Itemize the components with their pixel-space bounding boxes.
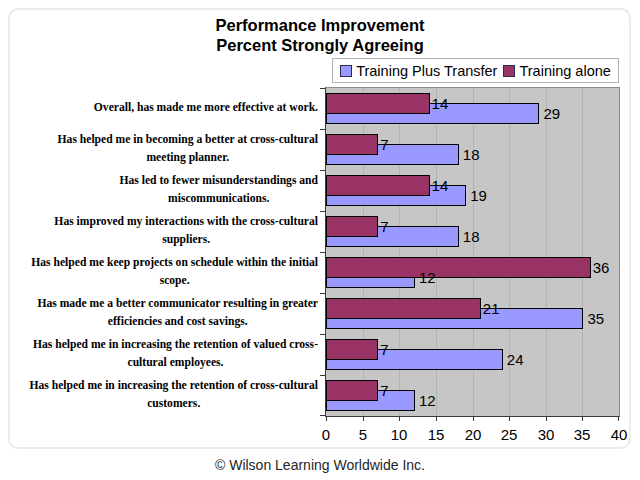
bar-training-alone bbox=[326, 134, 378, 155]
x-axis-tick bbox=[473, 417, 474, 421]
x-axis-tick bbox=[436, 417, 437, 421]
copyright-footer: © Wilson Learning Worldwide Inc. bbox=[0, 457, 640, 473]
x-axis-tick-label: 15 bbox=[418, 426, 454, 443]
category-axis-tick bbox=[320, 334, 325, 335]
bar-training-alone bbox=[326, 339, 378, 360]
category-label-text: Has helped me in increasing the retentio… bbox=[29, 377, 318, 413]
legend-label: Training alone bbox=[519, 63, 610, 79]
category-axis-tick bbox=[320, 293, 325, 294]
x-axis-tick-label: 35 bbox=[564, 426, 600, 443]
category-label: Overall, has made me more effective at w… bbox=[6, 87, 318, 128]
x-axis-tick-label: 20 bbox=[455, 426, 491, 443]
bar-value-label: 24 bbox=[507, 349, 524, 370]
x-axis-tick bbox=[509, 417, 510, 421]
x-axis-tick bbox=[618, 417, 619, 421]
bar-value-label: 12 bbox=[419, 267, 436, 288]
category-axis-labels: Overall, has made me more effective at w… bbox=[6, 87, 318, 415]
category-label: Has helped me keep projects on schedule … bbox=[6, 251, 318, 292]
gridline bbox=[582, 88, 583, 416]
bar-value-label: 36 bbox=[593, 257, 610, 278]
category-axis-tick bbox=[320, 211, 325, 212]
x-axis-tick-label: 25 bbox=[491, 426, 527, 443]
bar-value-label: 14 bbox=[432, 93, 449, 114]
category-label-text: Has made me a better communicator result… bbox=[37, 295, 318, 331]
chart-title: Performance Improvement bbox=[0, 16, 640, 36]
x-axis-tick-label: 10 bbox=[381, 426, 417, 443]
legend-item-training-alone: Training alone bbox=[503, 63, 610, 79]
chart-subtitle: Percent Strongly Agreeing bbox=[0, 36, 640, 56]
category-axis-tick bbox=[320, 88, 325, 89]
legend-item-training-plus-transfer: Training Plus Transfer bbox=[340, 63, 497, 79]
legend-swatch-training-plus-transfer bbox=[340, 65, 352, 77]
category-axis-tick bbox=[320, 252, 325, 253]
bar-value-label: 21 bbox=[483, 298, 500, 319]
bar-value-label: 14 bbox=[432, 175, 449, 196]
x-axis-tick bbox=[582, 417, 583, 421]
bar-training-alone bbox=[326, 257, 591, 278]
category-axis-tick bbox=[320, 415, 325, 416]
category-label-text: Has helped me keep projects on schedule … bbox=[31, 254, 318, 290]
bar-value-label: 7 bbox=[380, 134, 388, 155]
bar-value-label: 7 bbox=[380, 339, 388, 360]
category-axis-tick bbox=[320, 375, 325, 376]
category-label: Has led to fewer misunderstandings and m… bbox=[6, 169, 318, 210]
category-label-text: Has helped me in increasing the retentio… bbox=[33, 336, 318, 372]
x-axis-tick bbox=[326, 417, 327, 421]
bar-value-label: 7 bbox=[380, 216, 388, 237]
category-label-text: Has led to fewer misunderstandings and m… bbox=[119, 172, 318, 208]
category-label: Has made me a better communicator result… bbox=[6, 292, 318, 333]
bar-value-label: 7 bbox=[380, 380, 388, 401]
bar-value-label: 12 bbox=[419, 390, 436, 411]
bar-training-alone bbox=[326, 380, 378, 401]
chart-title-block: Performance Improvement Percent Strongly… bbox=[0, 16, 640, 55]
x-axis-tick-label: 5 bbox=[345, 426, 381, 443]
x-axis-tick bbox=[546, 417, 547, 421]
bar-value-label: 19 bbox=[470, 185, 487, 206]
bar-training-alone bbox=[326, 216, 378, 237]
legend: Training Plus Transfer Training alone bbox=[332, 58, 619, 83]
bar-value-label: 18 bbox=[463, 226, 480, 247]
category-label-text: Has improved my interactions with the cr… bbox=[54, 213, 318, 249]
bar-training-alone bbox=[326, 298, 481, 319]
bar-training-alone bbox=[326, 175, 430, 196]
bar-training-alone bbox=[326, 93, 430, 114]
legend-label: Training Plus Transfer bbox=[356, 63, 497, 79]
x-axis-tick bbox=[399, 417, 400, 421]
category-axis-tick bbox=[320, 129, 325, 130]
x-axis-tick-label: 30 bbox=[528, 426, 564, 443]
bar-value-label: 29 bbox=[543, 103, 560, 124]
category-axis-tick bbox=[320, 170, 325, 171]
category-label-text: Has helped me in becoming a better at cr… bbox=[58, 131, 318, 167]
x-axis-tick bbox=[363, 417, 364, 421]
plot-area: 0510152025303540142971814197183612213572… bbox=[325, 87, 620, 417]
x-axis-tick-label: 40 bbox=[601, 426, 637, 443]
x-axis-tick-label: 0 bbox=[308, 426, 344, 443]
bar-value-label: 35 bbox=[587, 308, 604, 329]
gridline bbox=[546, 88, 547, 416]
bar-value-label: 18 bbox=[463, 144, 480, 165]
category-label: Has improved my interactions with the cr… bbox=[6, 210, 318, 251]
category-label: Has helped me in increasing the retentio… bbox=[6, 374, 318, 415]
category-label: Has helped me in becoming a better at cr… bbox=[6, 128, 318, 169]
category-label: Has helped me in increasing the retentio… bbox=[6, 333, 318, 374]
category-label-text: Overall, has made me more effective at w… bbox=[94, 99, 318, 117]
chart-stage: Performance Improvement Percent Strongly… bbox=[0, 0, 640, 480]
legend-swatch-training-alone bbox=[503, 65, 515, 77]
